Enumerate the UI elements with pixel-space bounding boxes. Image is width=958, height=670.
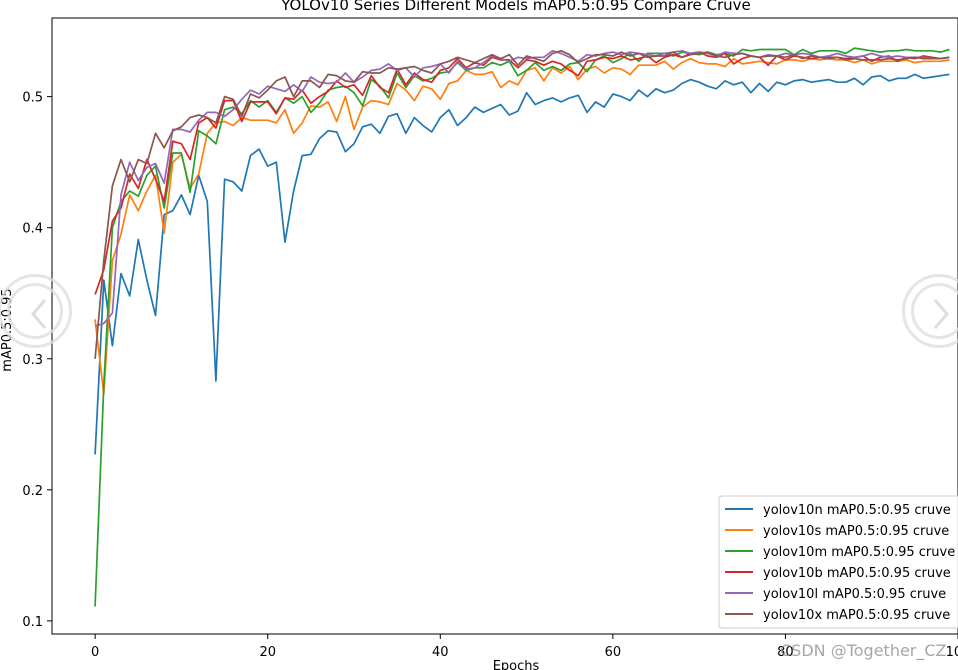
y-tick-label: 0.3 [22, 353, 43, 368]
x-axis-label: Epochs [493, 659, 540, 670]
series-line-5 [94, 49, 950, 327]
series-line-2 [94, 57, 950, 396]
x-tick-label: 80 [777, 645, 794, 660]
series-line-1 [94, 73, 950, 455]
next-image-button[interactable] [902, 274, 958, 348]
legend-entry: yolov10m mAP0.5:0.95 cruve [763, 545, 955, 560]
legend-entry: yolov10s mAP0.5:0.95 cruve [763, 524, 949, 539]
watermark: CSDN @Together_CZ [780, 641, 947, 660]
series-line-6 [94, 49, 950, 359]
y-tick-label: 0.2 [22, 484, 43, 499]
legend-entry: yolov10l mAP0.5:0.95 cruve [763, 587, 946, 602]
x-tick-label: 100 [946, 645, 958, 660]
legend-box [718, 495, 958, 629]
chevron-right-icon [933, 299, 949, 329]
legend-entry: yolov10b mAP0.5:0.95 cruve [763, 566, 951, 581]
x-tick-label: 40 [432, 645, 449, 660]
plot-area: 0 20 40 60 80 100 0.1 0.2 0.3 0.4 0.5 yolov10n mAP0… [22, 17, 958, 660]
legend-entry: yolov10n mAP0.5:0.95 cruve [763, 503, 951, 518]
x-tick-label: 20 [259, 645, 276, 660]
chart-title: YOLOv10 Series Different Models mAP0.5:0… [280, 0, 751, 14]
chevron-left-icon [31, 299, 47, 329]
y-tick-label: 0.5 [22, 91, 43, 106]
x-tick-label: 60 [605, 645, 622, 660]
x-tick-label: 0 [91, 645, 99, 660]
y-tick-label: 0.1 [22, 615, 43, 630]
next-button-ring [911, 283, 958, 339]
series-line-4 [94, 51, 950, 295]
previous-image-button[interactable] [0, 274, 72, 348]
legend-entry: yolov10x mAP0.5:0.95 cruve [763, 608, 950, 623]
y-tick-label: 0.4 [22, 222, 43, 237]
previous-button-ring [7, 283, 63, 339]
